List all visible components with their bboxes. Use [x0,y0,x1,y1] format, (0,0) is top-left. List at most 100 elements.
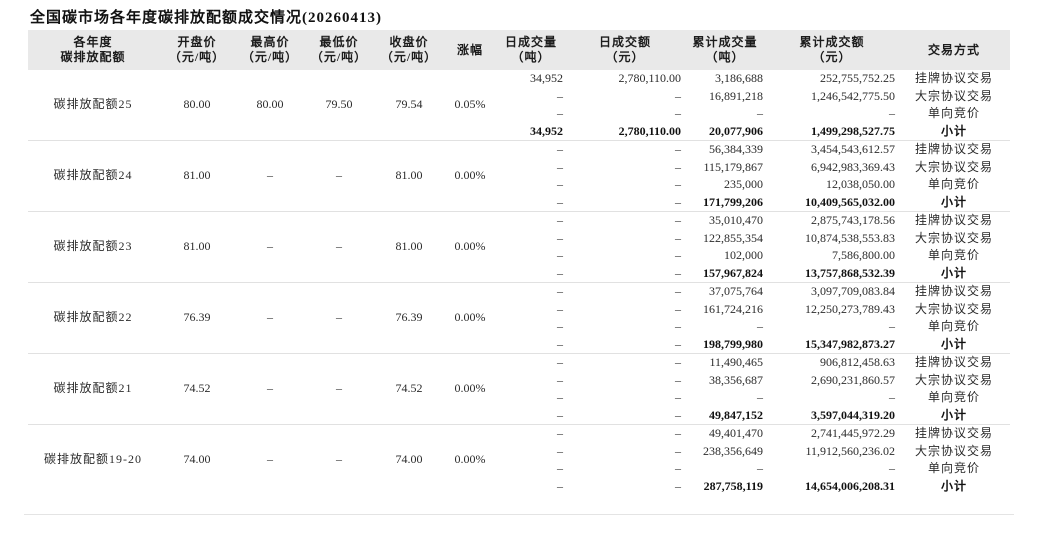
cell-cumulative-amount: 252,755,752.25 [820,71,895,85]
cell-trade-method: 小计 [940,123,967,138]
table-row: – – – – 单向竞价 [28,318,1010,336]
table-row: – – 238,356,649 11,912,560,236.02 大宗协议交易 [28,443,1010,461]
table-row: – – 171,799,206 10,409,565,032.00 小计 [28,194,1010,212]
cell-high-price: – [267,381,273,396]
cell-trade-method: 单向竞价 [927,248,980,262]
cell-cumulative-volume: 115,179,867 [703,159,763,174]
cell-cumulative-volume: 37,075,764 [709,284,763,298]
cell-high-price: – [267,452,273,467]
cell-trade-method: 挂牌协议交易 [914,142,993,156]
cell-trade-method: 单向竞价 [927,461,980,475]
cell-open-price: 74.00 [183,452,211,467]
cell-daily-volume: – [557,248,563,262]
cell-trade-method: 挂牌协议交易 [914,71,993,85]
cell-daily-volume: – [557,142,563,156]
cell-cumulative-amount: – [889,106,895,120]
carbon-quota-table: 各年度 碳排放配额 开盘价 （元/吨） 最高价 （元/吨） 最低价 （元/吨） 收盘价 （元/吨）… [28,30,1010,495]
cell-cumulative-volume: 20,077,906 [709,123,763,138]
table-row: – – 161,724,216 12,250,273,789.43 大宗协议交易 [28,301,1010,319]
cell-daily-amount: – [675,355,681,369]
cell-daily-volume: – [557,194,563,209]
column-header: 日成交额 （元） [566,30,684,70]
cell-cumulative-volume: – [757,390,763,404]
cell-daily-volume: – [557,213,563,227]
year-block: 碳排放配额24 81.00 – – 81.00 0.00% – – 56,384,339 3,45… [28,141,1010,212]
cell-daily-volume: 34,952 [530,71,563,85]
cell-trade-method: 小计 [940,194,967,209]
cell-open-price: 80.00 [183,97,211,112]
cell-close-price: 81.00 [395,168,423,183]
cell-cumulative-volume: 102,000 [724,248,763,262]
cell-cumulative-amount: 2,690,231,860.57 [811,372,895,387]
cell-cumulative-volume: 11,490,465 [709,355,763,369]
cell-daily-amount: – [675,301,681,316]
cell-daily-amount: – [675,461,681,475]
cell-close-price: 81.00 [395,239,423,254]
table-row: – – 16,891,218 1,246,542,775.50 大宗协议交易 [28,88,1010,106]
cell-trade-method: 挂牌协议交易 [914,213,993,227]
cell-cumulative-volume: 171,799,206 [703,194,763,209]
table-row: – – 115,179,867 6,942,983,369.43 大宗协议交易 [28,159,1010,177]
cell-cumulative-volume: 235,000 [724,177,763,191]
table-row: – – 235,000 12,038,050.00 单向竞价 [28,176,1010,194]
cell-cumulative-amount: 1,246,542,775.50 [811,88,895,103]
cell-cumulative-volume: 157,967,824 [703,265,763,280]
cell-change: 0.05% [454,97,486,112]
cell-cumulative-volume: 49,847,152 [709,407,763,422]
cell-high-price: – [267,310,273,325]
cell-daily-amount: – [675,194,681,209]
cell-daily-amount: – [675,177,681,191]
cell-low-price: – [336,381,342,396]
cell-low-price: – [336,168,342,183]
table-row: – – – – 单向竞价 [28,460,1010,478]
cell-cumulative-volume: – [757,106,763,120]
year-block: 碳排放配额23 81.00 – – 81.00 0.00% – – 35,010,470 2,87… [28,212,1010,283]
cell-trade-method: 小计 [940,336,967,351]
table-row: – – 157,967,824 13,757,868,532.39 小计 [28,265,1010,283]
cell-daily-volume: – [557,159,563,174]
column-header: 收盘价 （元/吨） [374,30,444,70]
cell-daily-amount: – [675,478,681,493]
cell-daily-amount: – [675,106,681,120]
header-row: 各年度 碳排放配额 开盘价 （元/吨） 最高价 （元/吨） 最低价 （元/吨） 收盘价 （元/吨）… [28,30,1010,70]
cell-daily-volume: – [557,319,563,333]
cell-cumulative-amount: 3,454,543,612.57 [811,142,895,156]
cell-cumulative-amount: – [889,319,895,333]
table-header: 各年度 碳排放配额 开盘价 （元/吨） 最高价 （元/吨） 最低价 （元/吨） 收盘价 （元/吨）… [28,30,1010,70]
column-header: 累计成交量 （吨） [684,30,766,70]
cell-year-name: 碳排放配额21 [53,381,133,396]
cell-daily-volume: – [557,284,563,298]
cell-daily-amount: – [675,372,681,387]
cell-cumulative-amount: 2,741,445,972.29 [811,426,895,440]
cell-cumulative-amount: 7,586,800.00 [832,248,895,262]
cell-daily-amount: – [675,230,681,245]
cell-cumulative-amount: 906,812,458.63 [820,355,895,369]
cell-cumulative-amount: 10,409,565,032.00 [805,194,895,209]
cell-trade-method: 大宗协议交易 [914,159,993,174]
cell-trade-method: 大宗协议交易 [914,443,993,458]
table-row: 碳排放配额23 81.00 – – 81.00 0.00% – – 35,010,470 2,87… [28,212,1010,253]
page-title: 全国碳市场各年度碳排放配额成交情况(20260413) [30,10,382,26]
year-block: 碳排放配额22 76.39 – – 76.39 0.00% – – 37,075,764 3,09… [28,283,1010,354]
cell-daily-volume: – [557,265,563,280]
table-row: 碳排放配额25 80.00 80.00 79.50 79.54 0.05% 34,952 2,… [28,70,1010,111]
column-header: 开盘价 （元/吨） [158,30,236,70]
column-header: 最高价 （元/吨） [236,30,304,70]
cell-close-price: 74.52 [395,381,423,396]
column-header: 各年度 碳排放配额 [28,30,158,70]
cell-open-price: 76.39 [183,310,211,325]
cell-cumulative-volume: 122,855,354 [703,230,763,245]
cell-change: 0.00% [454,168,486,183]
cell-close-price: 76.39 [395,310,423,325]
cell-daily-amount: – [675,284,681,298]
cell-daily-amount: – [675,88,681,103]
cell-daily-volume: – [557,336,563,351]
cell-daily-volume: 34,952 [530,123,563,138]
cell-cumulative-amount: 3,597,044,319.20 [811,407,895,422]
table-row: – – 122,855,354 10,874,538,553.83 大宗协议交易 [28,230,1010,248]
cell-daily-amount: – [675,159,681,174]
column-header: 交易方式 [898,30,1010,70]
bottom-divider [24,514,1014,515]
cell-cumulative-volume: 198,799,980 [703,336,763,351]
cell-cumulative-amount: 12,038,050.00 [826,177,895,191]
